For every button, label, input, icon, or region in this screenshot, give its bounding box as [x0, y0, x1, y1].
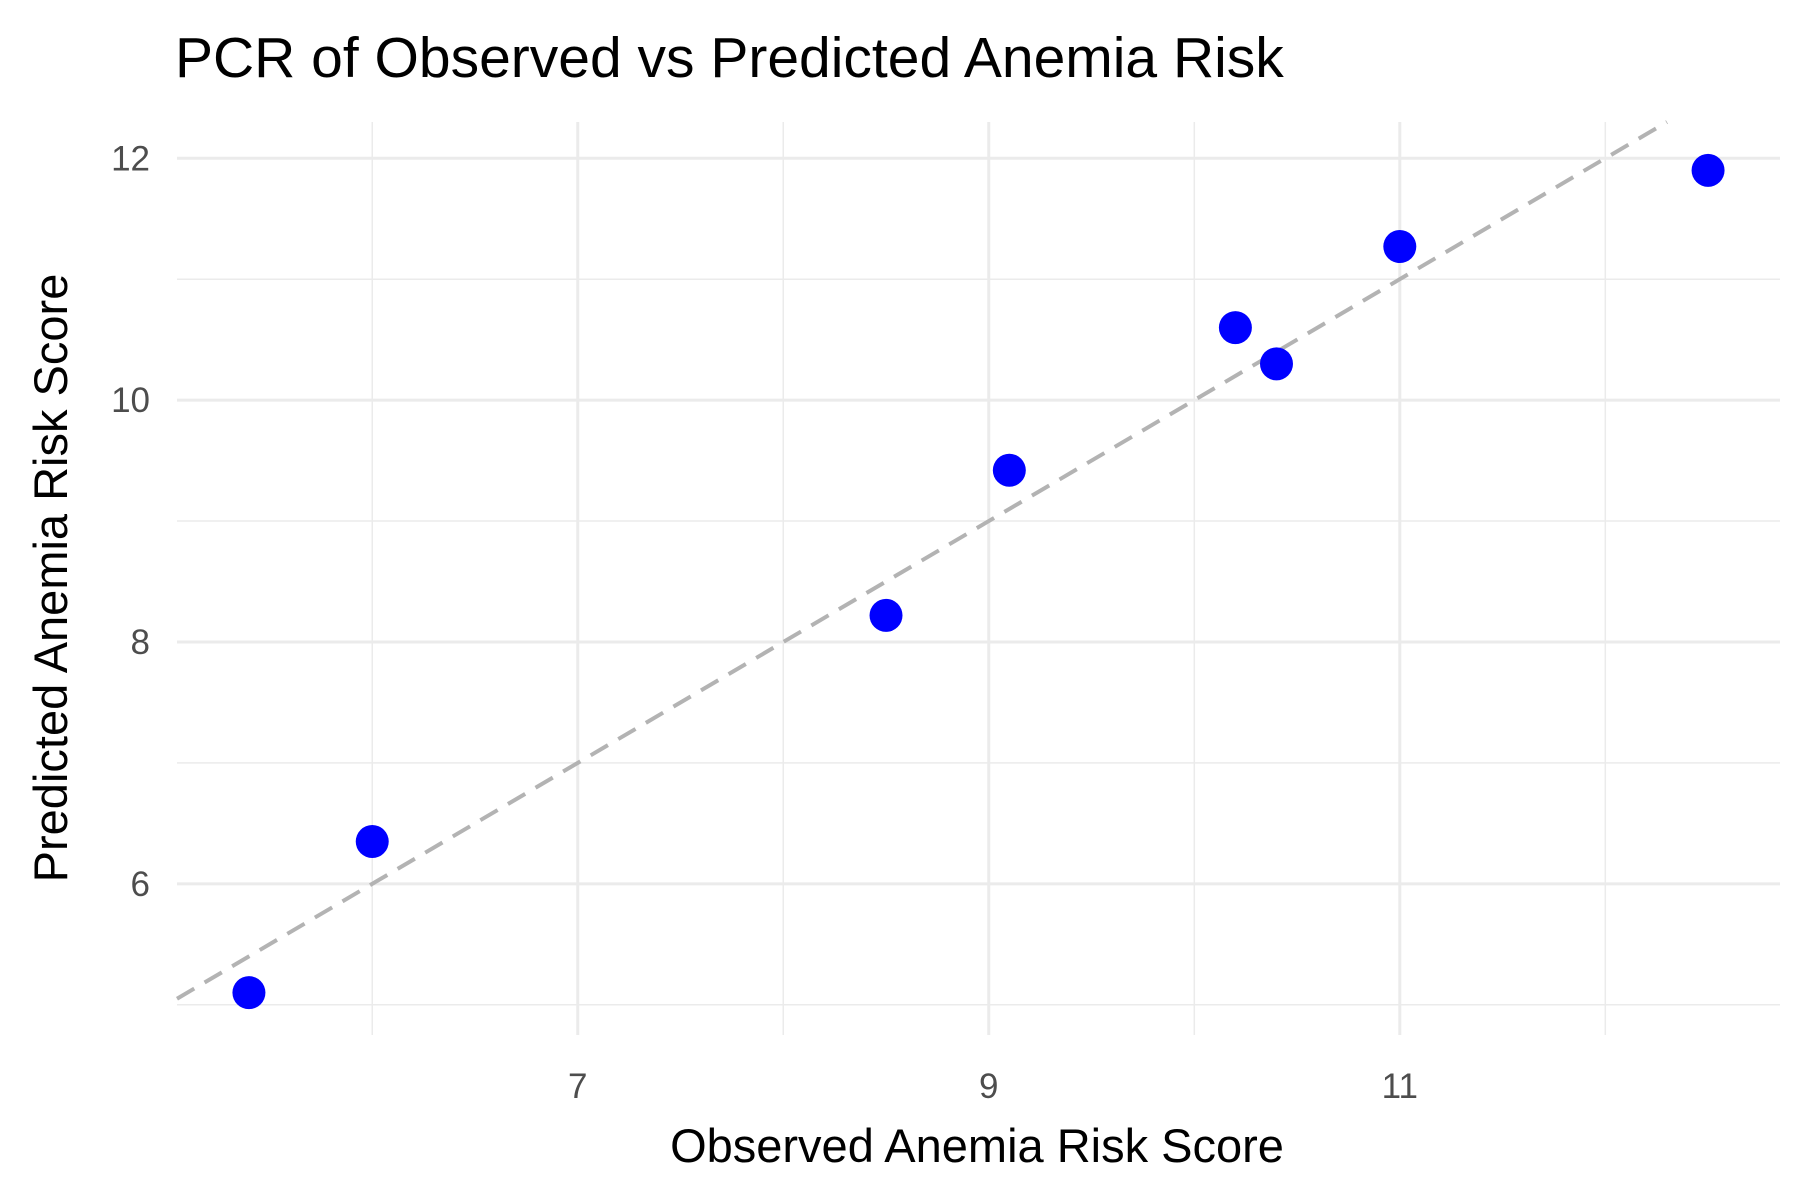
reference-line-group — [175, 120, 1668, 1001]
y-axis-title: Predicted Anemia Risk Score — [24, 274, 77, 883]
data-points — [232, 153, 1725, 1010]
y-tick-label: 12 — [111, 139, 150, 178]
x-tick-labels: 7 9 11 — [568, 1067, 1418, 1106]
major-gridlines — [177, 122, 1780, 1035]
chart-title: PCR of Observed vs Predicted Anemia Risk — [175, 26, 1284, 90]
x-tick-label: 9 — [979, 1067, 998, 1106]
x-tick-label: 7 — [568, 1067, 587, 1106]
x-tick-label: 11 — [1382, 1067, 1418, 1106]
y-tick-label: 10 — [111, 381, 150, 420]
y-tick-label: 6 — [131, 865, 150, 904]
scatter-point — [992, 453, 1026, 487]
scatter-point — [869, 598, 903, 632]
scatter-point — [355, 825, 389, 859]
scatter-point — [1259, 347, 1293, 381]
scatter-point — [232, 976, 266, 1010]
scatter-point — [1691, 153, 1725, 187]
scatter-point — [1218, 311, 1252, 345]
scatter-point — [1383, 230, 1417, 264]
x-axis-title: Observed Anemia Risk Score — [670, 1119, 1284, 1172]
y-tick-labels: 6 8 10 12 — [111, 139, 150, 904]
minor-gridlines — [177, 122, 1780, 1035]
reference-line — [175, 120, 1668, 1001]
y-tick-label: 8 — [131, 623, 150, 662]
